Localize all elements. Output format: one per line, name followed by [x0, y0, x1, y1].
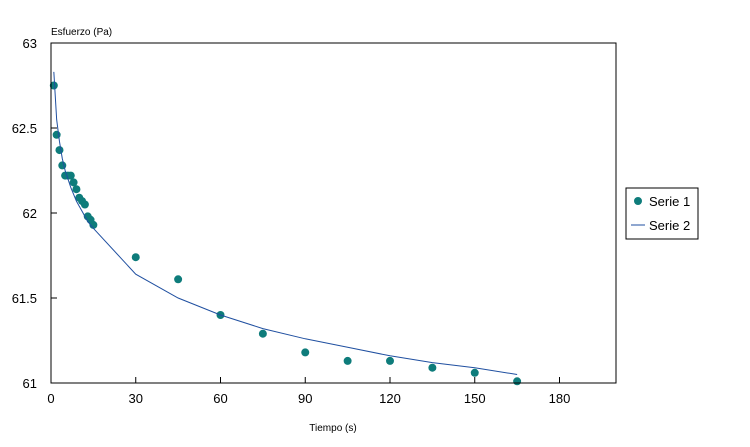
y-axis-title: Esfuerzo (Pa)	[51, 27, 112, 38]
y-tick-label: 62	[23, 206, 37, 221]
x-tick-label: 180	[549, 391, 571, 406]
legend-marker-serie-1	[634, 197, 642, 205]
series-1-point	[428, 363, 437, 372]
plot-area-frame	[50, 42, 617, 384]
x-tick-label: 60	[213, 391, 227, 406]
y-tick-label: 63	[23, 36, 37, 51]
legend-box	[625, 187, 699, 240]
series-1-point	[58, 161, 67, 170]
series-1-point	[89, 220, 98, 229]
plot-layer	[49, 71, 522, 386]
series-1-point	[301, 348, 310, 357]
series-1-point	[49, 81, 58, 90]
y-tick-label: 61.5	[12, 291, 37, 306]
x-tick-label: 120	[379, 391, 401, 406]
series-1-point	[386, 356, 394, 365]
x-tick-label: 150	[464, 391, 486, 406]
series-1-point	[69, 178, 78, 187]
series-1-point	[72, 185, 81, 194]
x-axis-title: Tiempo (s)	[309, 423, 356, 434]
x-tick-label: 0	[47, 391, 54, 406]
series-1-point	[343, 356, 352, 365]
x-tick-label: 90	[298, 391, 312, 406]
series-1-point	[80, 200, 89, 209]
legend-label-serie-1: Serie 1	[649, 194, 690, 209]
series-1-point	[258, 329, 267, 338]
series-2-line	[53, 71, 518, 375]
ticks-layer: 0 30 60 90 120 150 180 61 61.5 62 62.5 63	[12, 36, 571, 406]
x-tick-label: 30	[129, 391, 143, 406]
y-tick-label: 61	[23, 376, 37, 391]
series-1-point	[513, 377, 522, 386]
series-1-point	[55, 146, 64, 155]
y-tick-label: 62.5	[12, 121, 37, 136]
legend-label-serie-2: Serie 2	[649, 218, 690, 233]
legend: Serie 1 Serie 2	[625, 187, 699, 240]
series-1-point	[470, 368, 479, 377]
series-1-point	[174, 275, 183, 284]
series-1-point	[66, 171, 75, 180]
series-1-point	[131, 253, 140, 262]
